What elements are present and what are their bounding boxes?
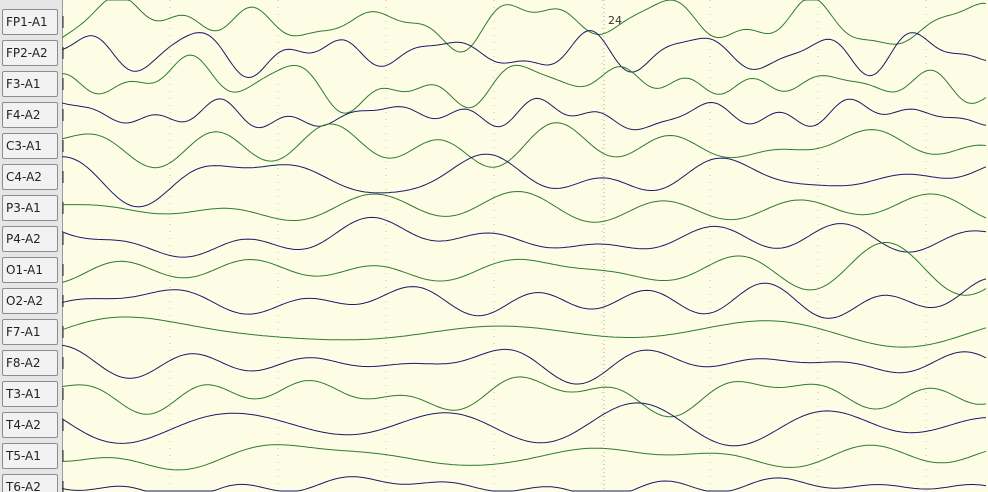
channel-label-column: FP1-A1 FP2-A2 F3-A1 F4-A2 C3-A1 C4-A2 P3-A1 P4-…: [0, 0, 63, 492]
channel-label-t6-a2[interactable]: T6-A2: [2, 474, 58, 492]
channel-label-c3-a1[interactable]: C3-A1: [2, 133, 58, 159]
trace-layer: [62, 0, 987, 492]
eeg-trace-f4-a2: [62, 97, 987, 131]
channel-label-f3-a1[interactable]: F3-A1: [2, 71, 58, 97]
channel-label-f7-a1[interactable]: F7-A1: [2, 319, 58, 345]
eeg-trace-c3-a1: [62, 122, 987, 169]
second-marker-label: 24: [608, 14, 622, 27]
channel-label-fp2-a2[interactable]: FP2-A2: [2, 40, 58, 66]
channel-label-p3-a1[interactable]: P3-A1: [2, 195, 58, 221]
channel-label-o2-a2[interactable]: O2-A2: [2, 288, 58, 314]
eeg-trace-t5-a1: [62, 444, 987, 471]
trace-canvas[interactable]: 24: [62, 0, 988, 492]
eeg-trace-f7-a1: [62, 316, 987, 348]
eeg-trace-fp2-a2: [62, 30, 987, 78]
eeg-trace-f3-a1: [62, 54, 987, 114]
channel-label-fp1-a1[interactable]: FP1-A1: [2, 9, 58, 35]
channel-label-p4-a2[interactable]: P4-A2: [2, 226, 58, 252]
channel-label-t3-a1[interactable]: T3-A1: [2, 381, 58, 407]
eeg-trace-t4-a2: [62, 402, 987, 447]
channel-label-c4-a2[interactable]: C4-A2: [2, 164, 58, 190]
eeg-trace-o1-a1: [62, 242, 987, 296]
time-grid: [169, 0, 927, 492]
eeg-trace-t6-a2: [62, 476, 987, 492]
channel-label-f4-a2[interactable]: F4-A2: [2, 102, 58, 128]
channel-label-f8-a2[interactable]: F8-A2: [2, 350, 58, 376]
channel-label-t5-a1[interactable]: T5-A1: [2, 443, 58, 469]
eeg-trace-t3-a1: [62, 376, 987, 418]
eeg-trace-p4-a2: [62, 216, 987, 258]
eeg-trace-f8-a2: [62, 344, 987, 385]
eeg-trace-fp1-a1: [62, 0, 987, 53]
eeg-trace-o2-a2: [62, 278, 987, 319]
eeg-trace-p3-a1: [62, 191, 987, 223]
trace-area[interactable]: 24: [62, 0, 988, 492]
channel-label-o1-a1[interactable]: O1-A1: [2, 257, 58, 283]
channel-label-t4-a2[interactable]: T4-A2: [2, 412, 58, 438]
eeg-trace-c4-a2: [62, 153, 987, 208]
